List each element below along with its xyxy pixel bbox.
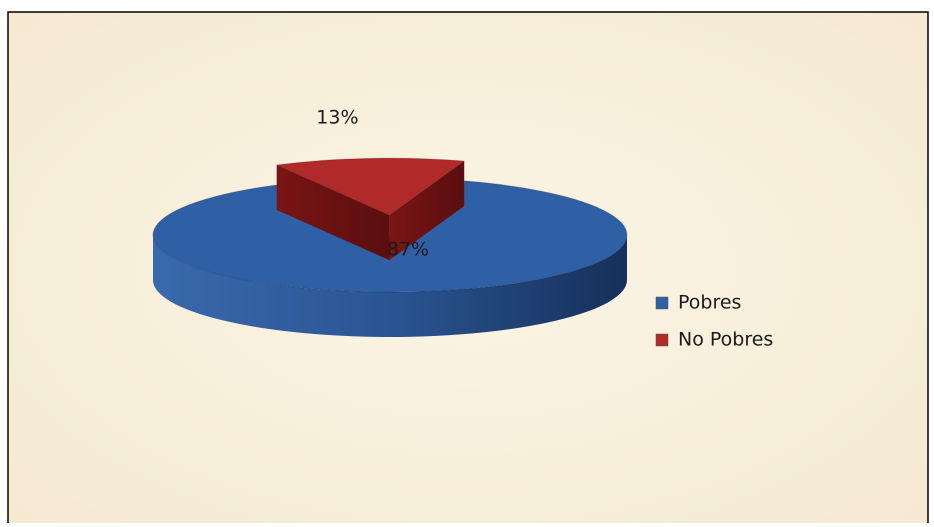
legend-swatch xyxy=(655,333,669,347)
slice-wall xyxy=(276,164,390,261)
data-label: 87% xyxy=(387,239,429,261)
legend-label: Pobres xyxy=(678,292,741,314)
data-label: 13% xyxy=(316,107,358,129)
pie-slice xyxy=(274,157,466,216)
slice-wall xyxy=(389,161,465,261)
pie-side xyxy=(153,235,627,337)
legend-swatch xyxy=(655,296,669,310)
legend-label: No Pobres xyxy=(678,329,773,351)
